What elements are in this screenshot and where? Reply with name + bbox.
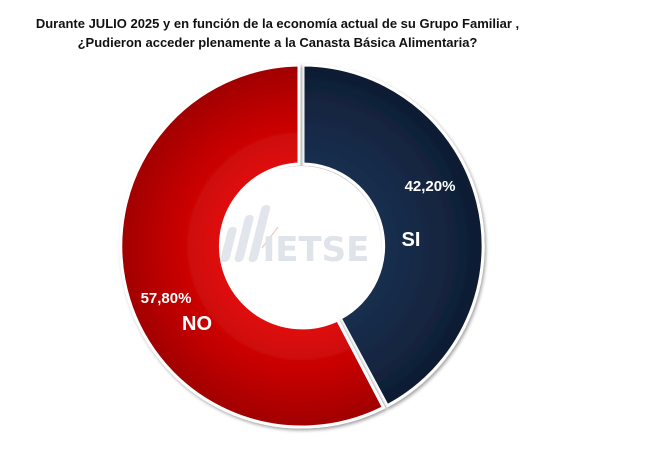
chart-title: Durante JULIO 2025 y en función de la ec… bbox=[0, 14, 659, 52]
chart-title-line-2: ¿Pudieron acceder plenamente a la Canast… bbox=[77, 35, 478, 50]
no-category-label: NO bbox=[182, 313, 212, 335]
slice-no bbox=[119, 63, 386, 429]
slice-si bbox=[301, 63, 485, 408]
donut-hole bbox=[221, 166, 381, 326]
watermark-text: IETSE bbox=[263, 230, 370, 270]
si-category-label: SI bbox=[402, 229, 421, 251]
chart-title-line-1: Durante JULIO 2025 y en función de la ec… bbox=[35, 16, 520, 31]
no-percentage-label: 57,80% bbox=[141, 290, 192, 307]
ietse-logo-watermark: IETSE bbox=[220, 205, 370, 270]
si-percentage-label: 42,20% bbox=[405, 178, 456, 195]
